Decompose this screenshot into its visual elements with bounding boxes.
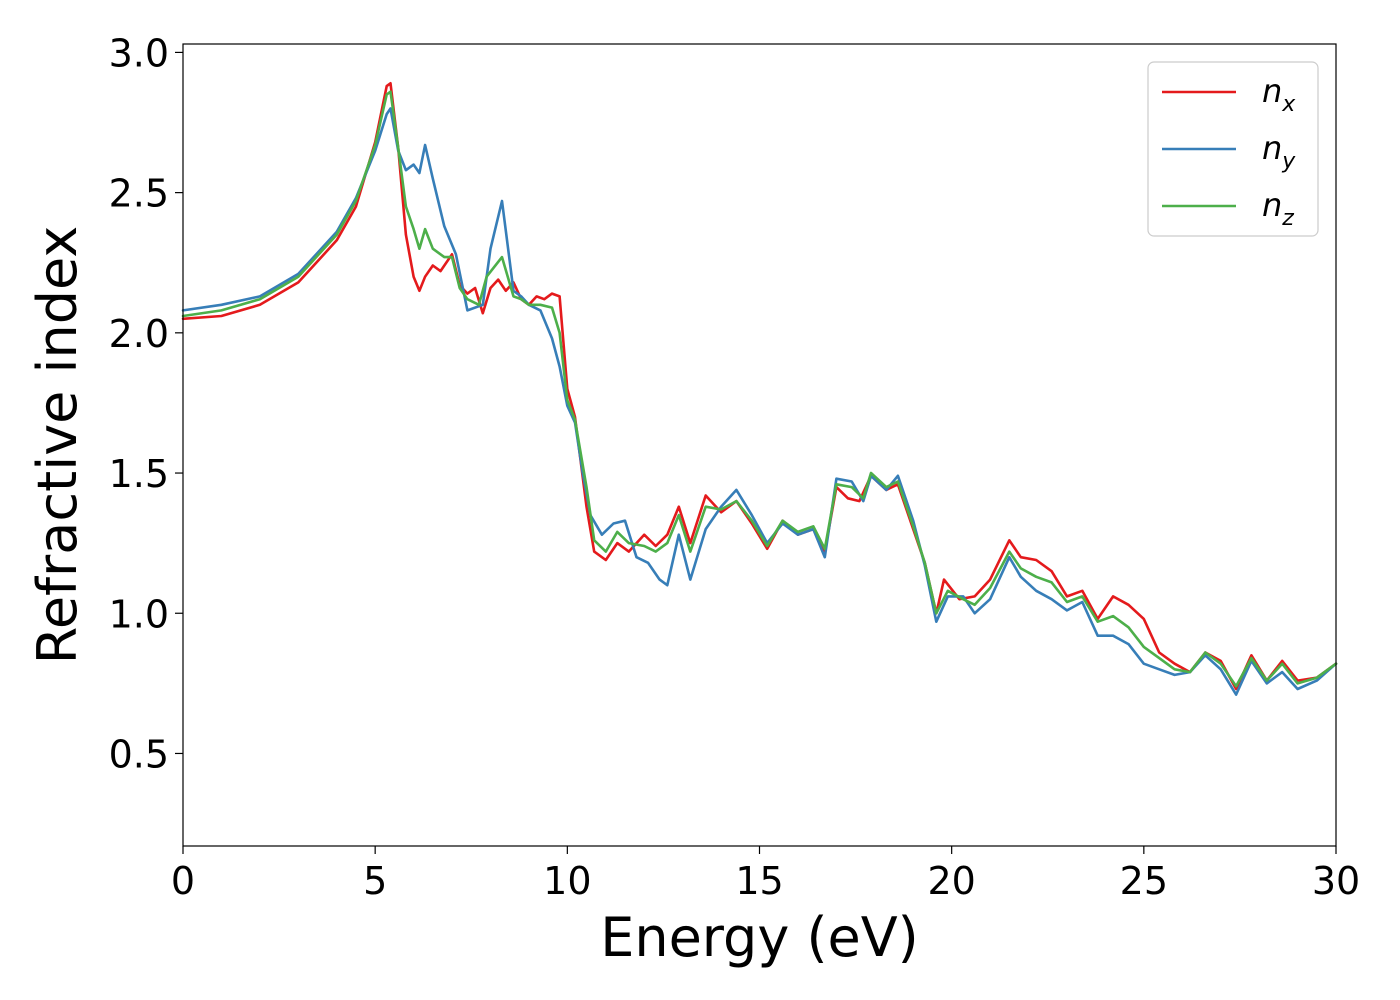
y-tick-label: 2.0: [109, 312, 169, 356]
x-tick-label: 30: [1312, 859, 1360, 903]
y-tick-label: 2.5: [109, 172, 169, 216]
series-line-nz: [181, 90, 1338, 688]
x-tick-label: 0: [171, 859, 195, 903]
y-tick-label: 1.5: [109, 452, 169, 496]
legend-label-nx: nx: [1262, 72, 1296, 117]
series-line-nx: [181, 82, 1338, 691]
x-axis: 0 5 10 15 20 25 30: [171, 846, 1360, 903]
y-axis: 0.5 1.0 1.5 2.0 2.5 3.0: [109, 31, 183, 776]
series-line-ny: [181, 107, 1338, 696]
x-tick-label: 20: [927, 859, 975, 903]
plot-area: [183, 44, 1336, 846]
x-tick-label: 10: [543, 859, 591, 903]
y-tick-label: 0.5: [109, 732, 169, 776]
series-layer: [181, 82, 1338, 696]
legend: nx ny nz: [1147, 61, 1319, 237]
x-tick-label: 15: [735, 859, 783, 903]
y-axis-title: Refractive index: [26, 226, 89, 665]
legend-label-nz: nz: [1262, 186, 1294, 231]
legend-label-ny: ny: [1262, 129, 1296, 174]
y-tick-label: 3.0: [109, 31, 169, 75]
y-tick-label: 1.0: [109, 592, 169, 636]
x-tick-label: 25: [1120, 859, 1168, 903]
x-tick-label: 5: [363, 859, 387, 903]
x-axis-title: Energy (eV): [600, 906, 919, 969]
